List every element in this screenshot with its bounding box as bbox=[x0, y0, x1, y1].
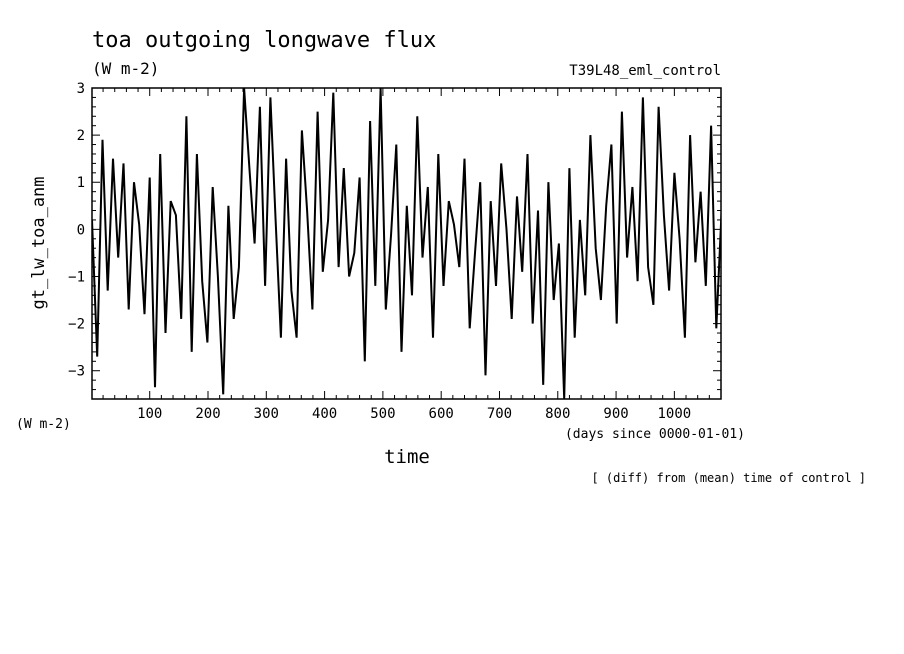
x-tick-label: 600 bbox=[429, 406, 454, 422]
x-tick-label: 800 bbox=[545, 406, 570, 422]
footnote: [ (diff) from (mean) time of control ] bbox=[591, 471, 866, 485]
y-tick-label: 2 bbox=[77, 128, 85, 144]
run-label: T39L48_eml_control bbox=[569, 63, 721, 79]
x-tick-label: 300 bbox=[254, 406, 279, 422]
chart-title: toa outgoing longwave flux bbox=[92, 28, 436, 53]
x-tick-label: 700 bbox=[487, 406, 512, 422]
x-tick-label: 200 bbox=[195, 406, 220, 422]
y-axis-units: (W m-2) bbox=[16, 417, 71, 432]
x-tick-label: 500 bbox=[370, 406, 395, 422]
y-tick-label: 3 bbox=[77, 81, 85, 97]
y-tick-label: −1 bbox=[68, 269, 85, 285]
y-axis-label: gt_lw_toa_anm bbox=[29, 176, 49, 309]
y-tick-label: −2 bbox=[68, 317, 85, 333]
x-tick-label: 100 bbox=[137, 406, 162, 422]
x-tick-label: 400 bbox=[312, 406, 337, 422]
x-tick-label: 900 bbox=[603, 406, 628, 422]
y-tick-label: 1 bbox=[77, 175, 85, 191]
y-tick-label: −3 bbox=[68, 364, 85, 380]
series-line-0 bbox=[92, 88, 721, 399]
plot-area: 100 200 300 400 500 600 700 800 900 1000 −3 −2 −1 0 1 2… bbox=[68, 81, 722, 422]
x-axis-units: (days since 0000-01-01) bbox=[565, 427, 745, 442]
y-tick-label: 0 bbox=[77, 222, 85, 238]
x-tick-label: 1000 bbox=[658, 406, 692, 422]
x-axis-label: time bbox=[384, 446, 430, 468]
title-units: (W m-2) bbox=[92, 59, 159, 78]
